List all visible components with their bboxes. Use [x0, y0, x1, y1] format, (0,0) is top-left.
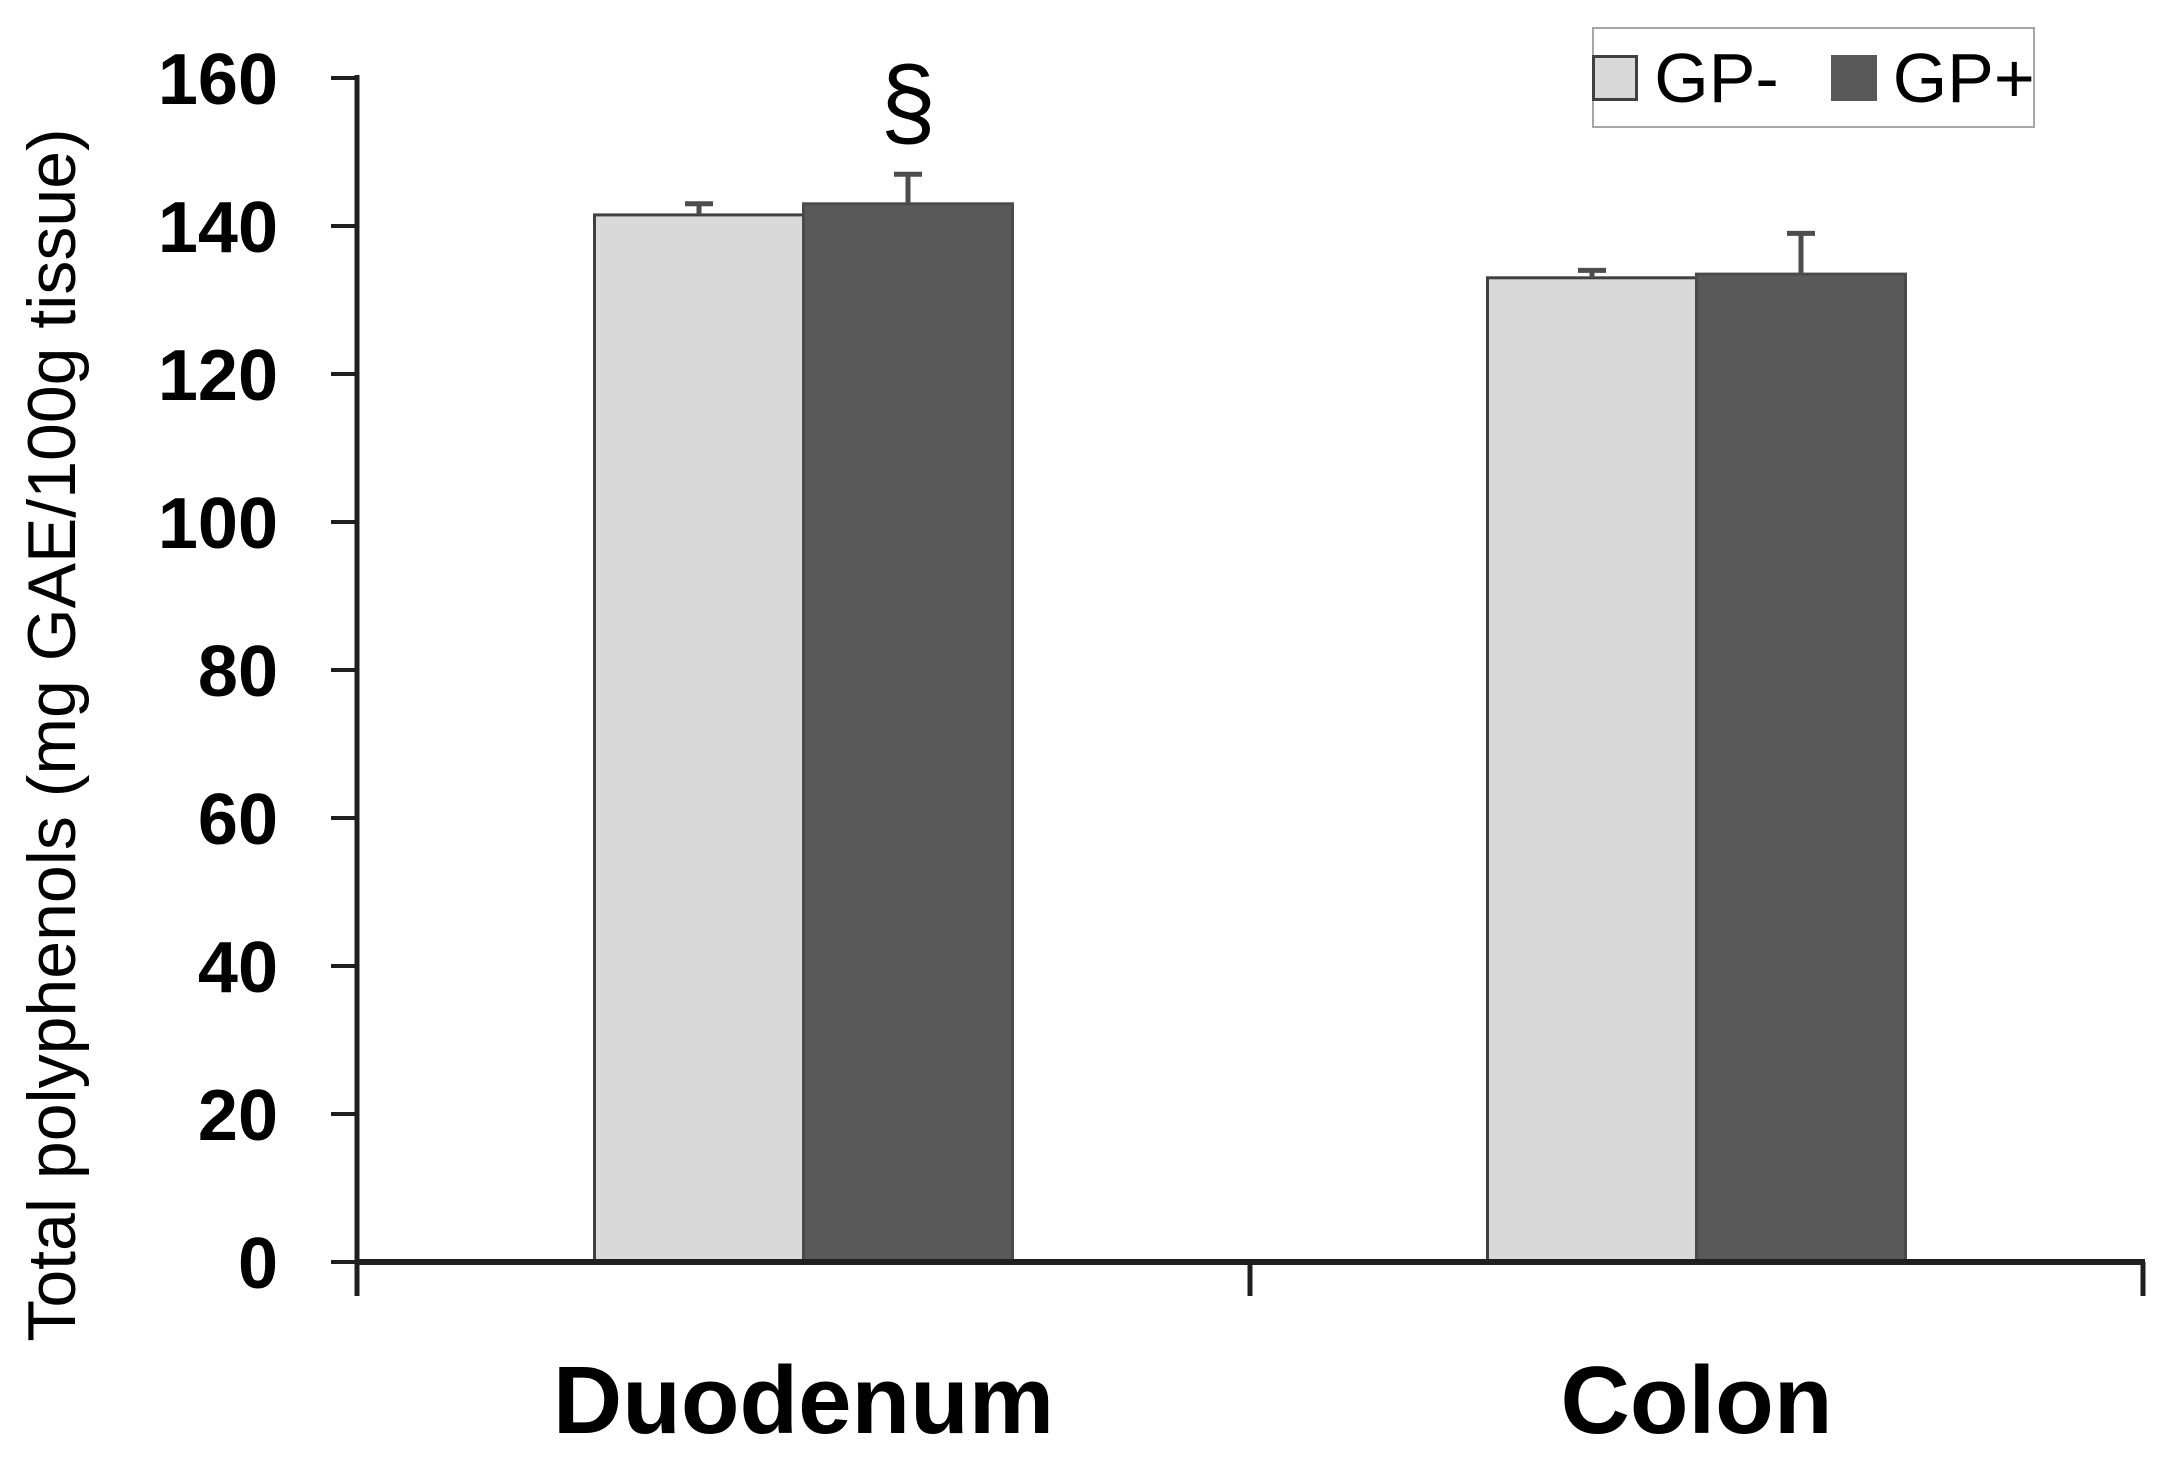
y-tick-label: 160	[158, 40, 278, 120]
legend-item-gp-plus: GP+	[1830, 38, 2035, 117]
y-tick-label: 120	[158, 336, 278, 416]
legend: GP- GP+	[1592, 27, 2035, 128]
significance-annotation: §	[880, 46, 936, 158]
bar-colon-gp-plus	[1695, 272, 1907, 1264]
y-tick-label: 20	[198, 1076, 278, 1156]
legend-label: GP+	[1892, 38, 2035, 117]
x-category-label: Duodenum	[553, 1347, 1054, 1454]
bar-duodenum-gp-minus	[593, 213, 805, 1264]
legend-label: GP-	[1654, 38, 1779, 117]
bar-colon-gp-minus	[1486, 276, 1698, 1264]
y-tick-label: 0	[238, 1224, 278, 1304]
y-tick-label: 60	[198, 780, 278, 860]
y-tick-label: 40	[198, 928, 278, 1008]
legend-swatch-gp-plus	[1830, 54, 1877, 101]
bar-duodenum-gp-plus	[802, 202, 1014, 1264]
y-tick-label: 140	[158, 188, 278, 268]
legend-item-gp-minus: GP-	[1592, 38, 1779, 117]
y-tick-label: 80	[198, 632, 278, 712]
x-category-label: Colon	[1561, 1347, 1833, 1454]
legend-swatch-gp-minus	[1592, 54, 1639, 101]
y-tick-label: 100	[158, 484, 278, 564]
